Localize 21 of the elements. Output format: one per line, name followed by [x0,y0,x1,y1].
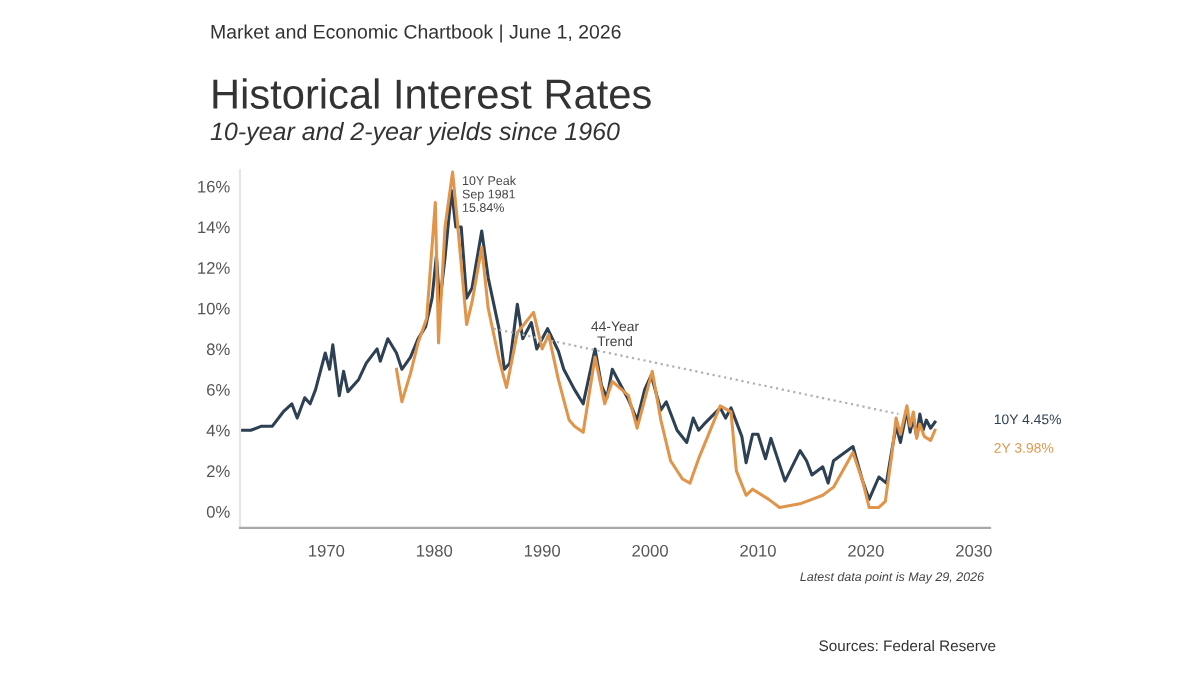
x-tick-label: 2030 [956,544,992,557]
text: Market and Economic Chartbook | June 1, 2026 [211,24,621,43]
y-tick-label: 14% [198,221,230,234]
x-tick-label: 2020 [848,544,884,557]
chart-title: Historical Interest Rates [213,78,651,109]
x-tick-label: 2010 [740,544,776,557]
y-tick-label: 4% [206,424,230,437]
y-tick-label: 16% [198,180,230,193]
y-tick-label: 10% [198,302,230,315]
x-tick-label: 1970 [309,544,345,557]
y-tick-label: 12% [198,262,230,274]
line-series [240,188,937,501]
chart-subtitle: 10-year and 2-year yields since 1960 [210,121,620,146]
x-tick-label: 1980 [416,544,453,557]
y-tick-label: 8% [206,343,230,356]
y-tick-label: 6% [207,384,230,396]
line-series [394,170,937,510]
y-tick-label: 0% [206,505,230,518]
x-tick-label: 2000 [632,544,668,557]
x-tick-label: 1990 [524,544,561,557]
y-tick-label: 2% [207,465,230,478]
